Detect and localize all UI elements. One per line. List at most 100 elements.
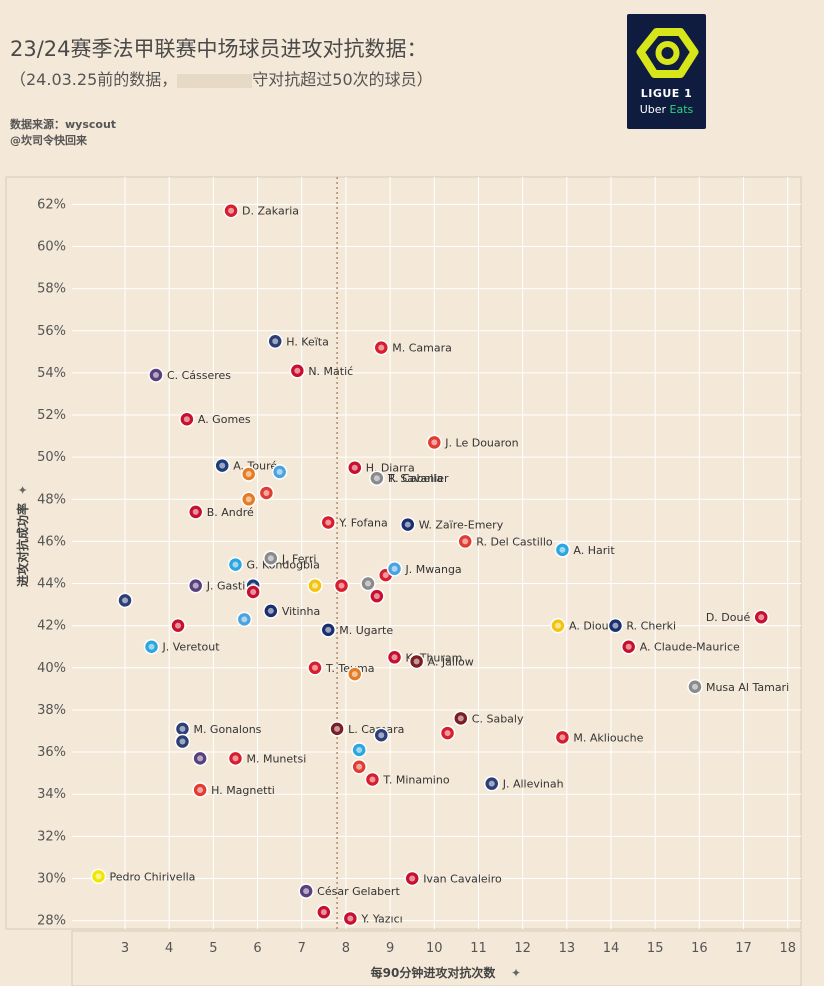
player-point[interactable] bbox=[240, 491, 257, 508]
player-point[interactable]: A. Gomes bbox=[179, 411, 251, 427]
player-point[interactable]: D. Doué bbox=[706, 609, 769, 625]
player-point[interactable]: R. Cherki bbox=[607, 617, 676, 634]
player-point[interactable]: A. Diouf bbox=[550, 617, 614, 634]
player-point[interactable]: M. Gonalons bbox=[174, 721, 262, 737]
club-badge-center bbox=[404, 521, 411, 528]
player-label: A. Harit bbox=[573, 544, 615, 557]
player-point[interactable]: T. Teuma bbox=[307, 660, 374, 676]
player-point[interactable]: R. Del Castillo bbox=[457, 533, 553, 550]
player-label: A. Diouf bbox=[569, 620, 614, 633]
club-badge-center bbox=[232, 561, 239, 568]
player-point[interactable] bbox=[369, 588, 385, 604]
player-point[interactable]: Vitinha bbox=[263, 603, 320, 619]
player-label: H. Magnetti bbox=[211, 784, 275, 797]
player-point[interactable] bbox=[347, 666, 363, 682]
player-point[interactable] bbox=[439, 725, 456, 741]
club-badge-center bbox=[351, 671, 358, 678]
club-badge-center bbox=[351, 464, 358, 471]
club-badge-center bbox=[312, 582, 318, 589]
x-tick-label: 11 bbox=[470, 941, 487, 956]
player-point[interactable]: Pedro Chirivella bbox=[90, 868, 196, 885]
club-badge-center bbox=[325, 519, 332, 526]
player-point[interactable]: C. Sabaly bbox=[453, 710, 524, 727]
player-label: Pedro Chirivella bbox=[110, 870, 196, 883]
player-point[interactable] bbox=[117, 592, 133, 609]
player-point[interactable] bbox=[170, 617, 186, 634]
player-point[interactable] bbox=[245, 584, 261, 600]
club-badge-center bbox=[444, 730, 451, 737]
player-label: M. Akliouche bbox=[573, 731, 643, 744]
player-point[interactable]: M. Camara bbox=[373, 339, 452, 356]
player-point[interactable]: J. Ferri bbox=[263, 550, 317, 567]
club-badge-center bbox=[373, 593, 380, 600]
x-axis-label: 每90分钟进攻对抗次数 bbox=[371, 965, 497, 980]
player-point[interactable]: A. Harit bbox=[554, 542, 615, 558]
player-point[interactable] bbox=[351, 742, 367, 758]
player-point[interactable]: César Gelabert bbox=[298, 883, 400, 899]
player-point[interactable]: N. Matić bbox=[289, 363, 353, 379]
player-point[interactable]: H. Magnetti bbox=[192, 782, 275, 798]
player-point[interactable] bbox=[351, 759, 367, 775]
player-point[interactable]: M. Akliouche bbox=[554, 729, 644, 746]
player-point[interactable]: J. Allevinah bbox=[483, 775, 564, 792]
club-badge-center bbox=[320, 909, 327, 916]
x-tick-label: 13 bbox=[559, 941, 576, 956]
player-point[interactable]: A. Jallow bbox=[408, 653, 474, 670]
player-point[interactable]: M. Ugarte bbox=[320, 622, 393, 638]
player-label: Ivan Cavaleiro bbox=[423, 872, 502, 885]
player-point[interactable]: J. Mwanga bbox=[386, 561, 462, 577]
club-badge-center bbox=[312, 664, 318, 671]
player-point[interactable] bbox=[174, 733, 191, 750]
player-point[interactable]: J. Gastien bbox=[187, 577, 259, 594]
player-point[interactable]: B. André bbox=[187, 504, 254, 520]
player-point[interactable]: C. Cásseres bbox=[148, 367, 231, 383]
club-badge-center bbox=[365, 580, 372, 587]
club-badge-center bbox=[462, 538, 469, 545]
player-point[interactable] bbox=[360, 575, 376, 592]
player-point[interactable]: J. Veretout bbox=[143, 638, 221, 655]
x-tick-label: 15 bbox=[647, 941, 664, 956]
player-point[interactable] bbox=[316, 904, 332, 920]
player-point[interactable]: D. Zakaria bbox=[223, 202, 299, 219]
y-tick-label: 32% bbox=[37, 829, 66, 844]
player-point[interactable] bbox=[271, 464, 288, 480]
player-point[interactable] bbox=[192, 750, 208, 767]
player-point[interactable]: Ivan Cavaleiro bbox=[404, 870, 502, 887]
player-point[interactable] bbox=[307, 577, 323, 594]
player-point[interactable]: Musa Al Tamari bbox=[687, 679, 789, 695]
club-badge-center bbox=[431, 439, 438, 446]
player-label: César Gelabert bbox=[317, 885, 400, 898]
player-point[interactable] bbox=[333, 577, 350, 594]
x-tick-label: 12 bbox=[514, 941, 531, 956]
player-point[interactable] bbox=[373, 727, 390, 743]
player-label: C. Sabaly bbox=[472, 712, 524, 725]
player-point[interactable]: M. Munetsi bbox=[227, 750, 306, 767]
grid bbox=[72, 177, 801, 929]
club-badge-center bbox=[409, 875, 416, 882]
player-point[interactable] bbox=[258, 485, 275, 501]
player-label: R. Cabella bbox=[388, 472, 443, 485]
club-badge-center bbox=[197, 786, 204, 793]
player-point[interactable] bbox=[236, 611, 253, 628]
player-point[interactable]: H. Keïta bbox=[267, 333, 329, 350]
player-label: Y. Fofana bbox=[338, 516, 387, 529]
player-label: D. Zakaria bbox=[242, 205, 299, 218]
player-point[interactable]: Y. Yazıcı bbox=[342, 910, 403, 927]
y-tick-label: 28% bbox=[37, 914, 66, 929]
player-label: T. Minamino bbox=[382, 773, 449, 786]
club-badge-center bbox=[555, 622, 561, 629]
club-badge-center bbox=[382, 572, 389, 579]
player-point[interactable]: T. Savanier bbox=[369, 470, 449, 486]
player-point[interactable]: Y. Fofana bbox=[320, 514, 388, 531]
club-badge-center bbox=[148, 643, 155, 650]
player-point[interactable]: L. Camara bbox=[329, 721, 404, 737]
player-point[interactable]: W. Zaïre-Emery bbox=[400, 516, 504, 533]
y-tick-label: 42% bbox=[37, 619, 66, 634]
player-point[interactable] bbox=[240, 466, 257, 482]
player-label: J. Ferri bbox=[281, 552, 317, 565]
player-point[interactable]: J. Le Douaron bbox=[426, 434, 519, 451]
plot-area bbox=[5, 176, 802, 930]
player-point[interactable]: A. Claude-Maurice bbox=[620, 638, 740, 655]
player-point[interactable]: T. Minamino bbox=[364, 771, 450, 788]
club-badge-center bbox=[95, 873, 102, 880]
